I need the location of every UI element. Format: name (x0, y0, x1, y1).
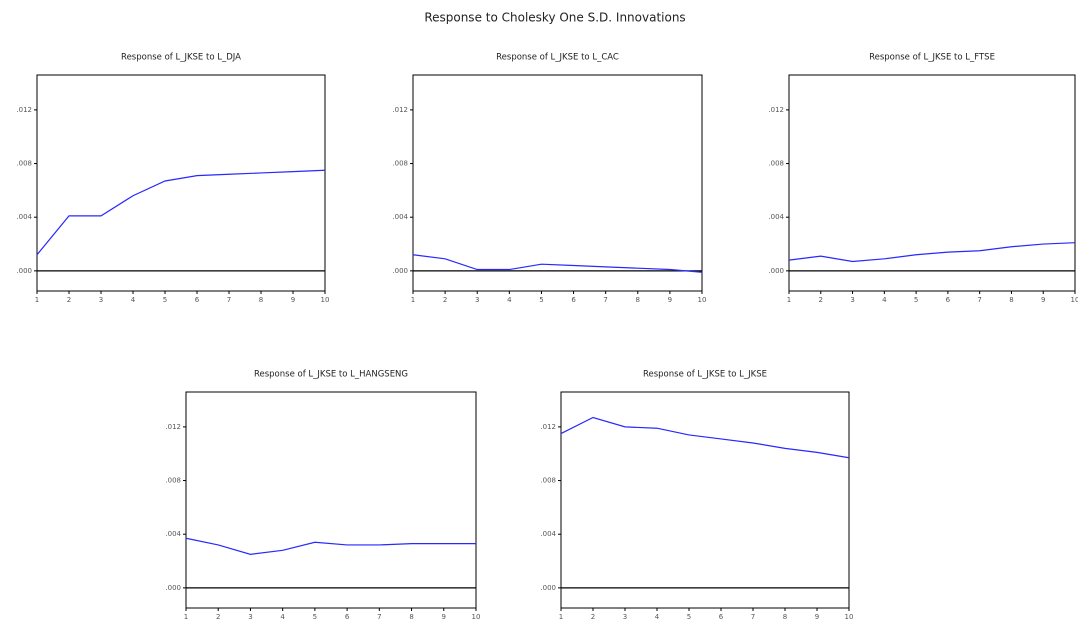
x-tick-label: 3 (850, 296, 854, 304)
y-tick-label: .012 (540, 423, 556, 431)
x-tick-label: 4 (882, 296, 887, 304)
y-tick-label: .004 (768, 213, 784, 221)
x-tick-label: 9 (815, 613, 819, 621)
x-tick-label: 7 (977, 296, 981, 304)
x-tick-label: 9 (291, 296, 295, 304)
panel-title: Response of L_JKSE to L_DJA (121, 53, 241, 63)
x-tick-label: 6 (719, 613, 724, 621)
x-tick-label: 2 (819, 296, 823, 304)
x-tick-label: 5 (313, 613, 317, 621)
x-tick-label: 7 (603, 296, 607, 304)
figure: Response to Cholesky One S.D. Innovation… (0, 0, 1078, 635)
x-tick-label: 1 (559, 613, 563, 621)
x-tick-label: 9 (668, 296, 672, 304)
x-tick-label: 3 (248, 613, 252, 621)
panel-title: Response of L_JKSE to L_FTSE (869, 53, 995, 63)
x-tick-label: 2 (67, 296, 71, 304)
x-tick-label: 9 (1041, 296, 1045, 304)
y-tick-label: .000 (540, 584, 556, 592)
x-tick-label: 1 (787, 296, 791, 304)
response-line (186, 538, 476, 554)
x-tick-label: 9 (442, 613, 446, 621)
x-tick-label: 4 (655, 613, 660, 621)
x-tick-label: 2 (591, 613, 595, 621)
x-tick-label: 6 (946, 296, 951, 304)
y-tick-label: .008 (165, 477, 181, 485)
x-tick-label: 6 (571, 296, 576, 304)
y-tick-label: .012 (768, 106, 784, 114)
plot-frame (561, 392, 849, 608)
x-tick-label: 1 (184, 613, 188, 621)
x-tick-label: 2 (216, 613, 220, 621)
y-tick-label: .012 (16, 106, 32, 114)
x-tick-label: 8 (1009, 296, 1013, 304)
y-tick-label: .008 (768, 160, 784, 168)
panel-title: Response of L_JKSE to L_JKSE (643, 370, 767, 380)
plot-frame (413, 75, 702, 291)
y-tick-label: .012 (165, 423, 181, 431)
y-tick-label: .000 (768, 267, 784, 275)
x-tick-label: 3 (623, 613, 627, 621)
panel-title: Response of L_JKSE to L_HANGSENG (254, 370, 408, 380)
y-tick-label: .004 (16, 213, 32, 221)
x-tick-label: 6 (195, 296, 200, 304)
y-tick-label: .004 (165, 530, 181, 538)
x-tick-label: 4 (507, 296, 512, 304)
y-tick-label: .004 (392, 213, 408, 221)
x-tick-label: 8 (409, 613, 413, 621)
x-tick-label: 8 (636, 296, 640, 304)
x-tick-label: 10 (321, 296, 330, 304)
x-tick-label: 7 (227, 296, 231, 304)
y-tick-label: .000 (165, 584, 181, 592)
x-tick-label: 10 (845, 613, 854, 621)
response-line (413, 255, 702, 272)
y-tick-label: .000 (16, 267, 32, 275)
x-tick-label: 5 (163, 296, 167, 304)
x-tick-label: 10 (1071, 296, 1078, 304)
x-tick-label: 5 (687, 613, 691, 621)
x-tick-label: 2 (443, 296, 447, 304)
y-tick-label: .008 (540, 477, 556, 485)
x-tick-label: 1 (411, 296, 415, 304)
y-tick-label: .004 (540, 530, 556, 538)
x-tick-label: 3 (99, 296, 103, 304)
x-tick-label: 5 (539, 296, 543, 304)
response-line (37, 170, 325, 255)
x-tick-label: 10 (698, 296, 707, 304)
x-tick-label: 3 (475, 296, 479, 304)
panel-title: Response of L_JKSE to L_CAC (496, 53, 619, 63)
response-line (789, 243, 1075, 262)
plot-frame (186, 392, 476, 608)
x-tick-label: 8 (783, 613, 787, 621)
y-tick-label: .008 (16, 160, 32, 168)
x-tick-label: 4 (131, 296, 136, 304)
x-tick-label: 6 (345, 613, 350, 621)
x-tick-label: 8 (259, 296, 263, 304)
x-tick-label: 5 (914, 296, 918, 304)
y-tick-label: .008 (392, 160, 408, 168)
y-tick-label: .000 (392, 267, 408, 275)
figure-title: Response to Cholesky One S.D. Innovation… (424, 11, 685, 25)
x-tick-label: 7 (751, 613, 755, 621)
y-tick-label: .012 (392, 106, 408, 114)
response-line (561, 417, 849, 457)
x-tick-label: 10 (472, 613, 481, 621)
x-tick-label: 4 (280, 613, 285, 621)
x-tick-label: 7 (377, 613, 381, 621)
x-tick-label: 1 (35, 296, 39, 304)
plot-frame (37, 75, 325, 291)
